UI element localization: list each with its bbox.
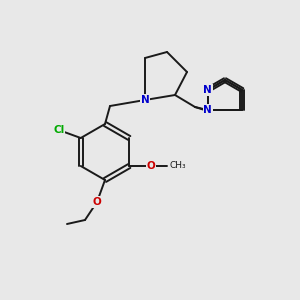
Text: Cl: Cl [53,125,64,135]
Text: N: N [141,95,149,105]
Text: O: O [147,161,156,171]
Text: N: N [203,105,212,115]
Text: CH₃: CH₃ [169,161,186,170]
Text: O: O [93,197,101,207]
Text: N: N [203,85,212,95]
